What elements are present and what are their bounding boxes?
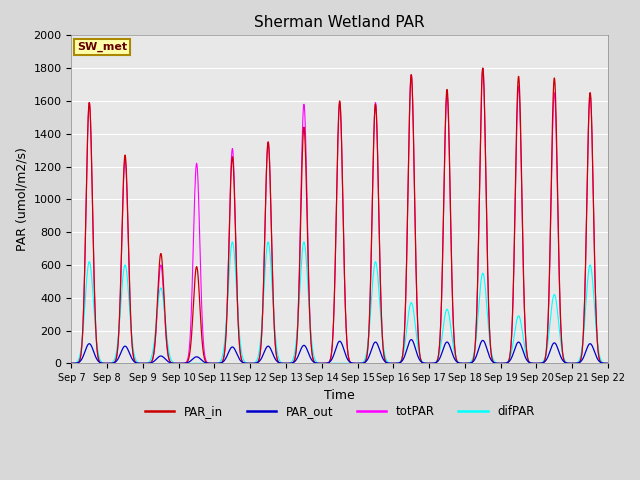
Text: SW_met: SW_met	[77, 42, 127, 52]
Legend: PAR_in, PAR_out, totPAR, difPAR: PAR_in, PAR_out, totPAR, difPAR	[140, 401, 540, 423]
Y-axis label: PAR (umol/m2/s): PAR (umol/m2/s)	[15, 147, 28, 252]
Title: Sherman Wetland PAR: Sherman Wetland PAR	[254, 15, 425, 30]
X-axis label: Time: Time	[324, 389, 355, 402]
